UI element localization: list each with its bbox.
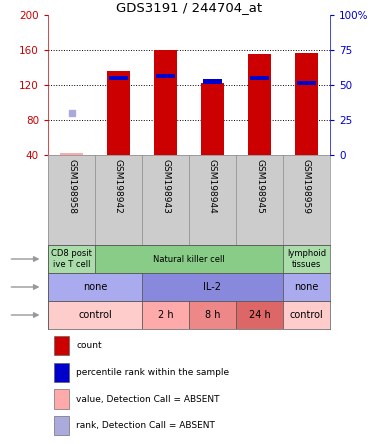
Bar [189, 301, 236, 329]
Bar [142, 301, 189, 329]
Bar [155, 74, 175, 79]
Text: value, Detection Call = ABSENT: value, Detection Call = ABSENT [76, 395, 220, 404]
Bar [154, 50, 177, 155]
Text: 8 h: 8 h [205, 310, 220, 320]
Text: percentile rank within the sample: percentile rank within the sample [76, 368, 229, 377]
Text: GSM198942: GSM198942 [114, 159, 123, 214]
Text: IL-2: IL-2 [204, 282, 221, 292]
Bar [283, 301, 330, 329]
Bar [283, 273, 330, 301]
Bar [54, 336, 69, 355]
Text: none: none [294, 282, 319, 292]
Text: GSM198943: GSM198943 [161, 159, 170, 214]
Bar [54, 363, 69, 382]
Bar [283, 245, 330, 273]
Bar [236, 301, 283, 329]
Text: GSM198945: GSM198945 [255, 159, 264, 214]
Bar [248, 54, 271, 155]
Bar [48, 273, 142, 301]
Text: Natural killer cell: Natural killer cell [153, 254, 225, 263]
Text: control: control [290, 310, 324, 320]
Text: control: control [78, 310, 112, 320]
Text: 24 h: 24 h [249, 310, 270, 320]
Bar [54, 416, 69, 435]
Bar [295, 53, 318, 155]
Text: GSM198959: GSM198959 [302, 159, 311, 214]
Text: count: count [76, 341, 102, 350]
Text: lymphoid
tissues: lymphoid tissues [287, 249, 326, 269]
Bar [107, 71, 130, 155]
Bar [54, 389, 69, 408]
Text: GSM198944: GSM198944 [208, 159, 217, 214]
Bar [203, 79, 223, 83]
Bar [48, 301, 142, 329]
Bar [201, 83, 224, 155]
Text: GSM198958: GSM198958 [67, 159, 76, 214]
Bar [142, 273, 283, 301]
Bar [95, 245, 283, 273]
Text: rank, Detection Call = ABSENT: rank, Detection Call = ABSENT [76, 421, 215, 430]
Text: 2 h: 2 h [158, 310, 173, 320]
Text: CD8 posit
ive T cell: CD8 posit ive T cell [51, 249, 92, 269]
Bar [250, 76, 269, 80]
Bar [296, 81, 316, 85]
Text: none: none [83, 282, 107, 292]
Bar [60, 153, 83, 155]
Bar [48, 245, 95, 273]
Title: GDS3191 / 244704_at: GDS3191 / 244704_at [116, 1, 262, 14]
Bar [108, 76, 128, 80]
